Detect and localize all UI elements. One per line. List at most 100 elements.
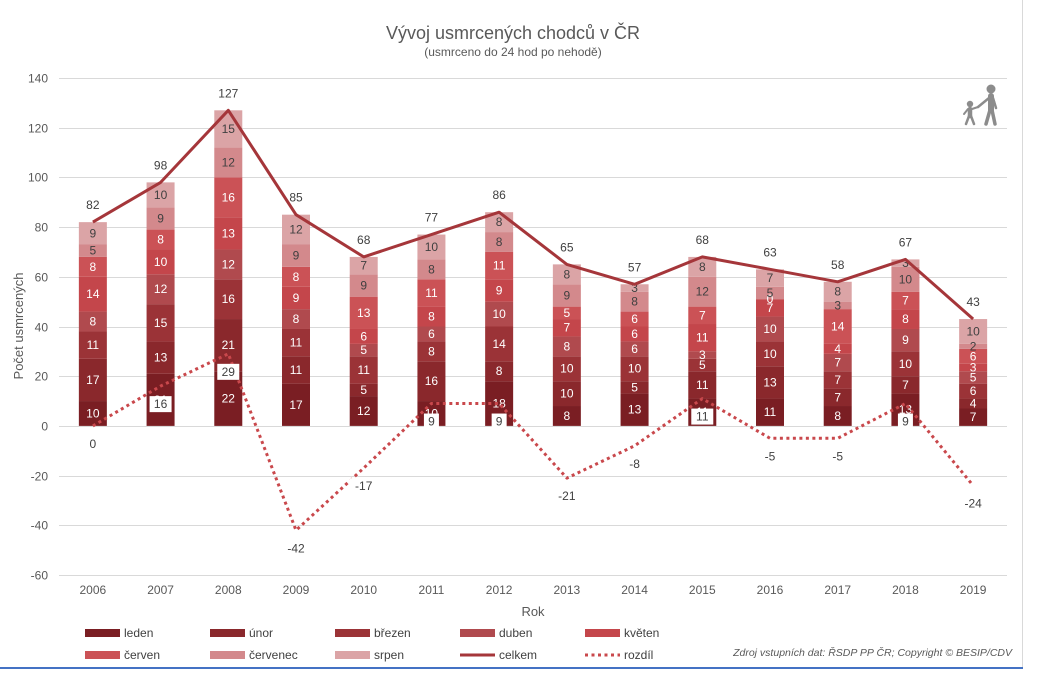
bar-segment-label: 8 (293, 312, 300, 326)
difference-label: -21 (552, 488, 582, 505)
bar-segment-label: 7 (360, 259, 367, 273)
bar-segment-label: 13 (357, 306, 371, 320)
bar-segment-label: 7 (902, 293, 909, 307)
bar-segment (282, 356, 310, 384)
bar-segment (349, 296, 378, 329)
bar-segment (552, 319, 581, 337)
bar-segment-label: 8 (428, 344, 435, 358)
difference-label: 29 (217, 363, 240, 380)
legend-swatch (460, 629, 495, 637)
bar-segment-label: 7 (564, 321, 571, 335)
bar-segment (485, 279, 514, 302)
bar-segment-label: 7 (902, 378, 909, 392)
bar-segment (78, 311, 107, 332)
bar-segment-label: 13 (154, 351, 168, 365)
legend-swatch (335, 651, 370, 659)
legend-item: rozdíl (585, 648, 653, 662)
bar-segment (620, 341, 649, 357)
difference-label: 11 (691, 408, 714, 425)
x-axis-title: Rok (521, 604, 545, 619)
difference-label-box (349, 478, 379, 495)
y-tick-label: 80 (35, 221, 49, 235)
legend-item: únor (210, 626, 273, 640)
bar-segment-label: 10 (966, 324, 980, 338)
bar-segment-label: 8 (564, 339, 571, 353)
bar-segment-label: 13 (763, 375, 777, 389)
total-label: 68 (696, 233, 710, 247)
bar-segment (417, 306, 446, 327)
bar-segment (417, 326, 446, 342)
bar-segment-labels: 1017118148592113151210891022211612131612… (86, 122, 980, 424)
adult-arm (976, 96, 991, 109)
bar-segment (891, 376, 920, 394)
bar-segment-label: 6 (428, 327, 435, 341)
legend-item: celkem (460, 648, 537, 662)
bar-segment-label: 21 (222, 338, 236, 352)
difference-label-box (759, 448, 781, 465)
bar-segment-label: 8 (157, 233, 164, 247)
legend-label: duben (499, 626, 532, 640)
bar-segment-label: 5 (970, 370, 977, 384)
difference-label-box (217, 363, 240, 380)
bar-segment-label: 12 (289, 223, 303, 237)
bar-segment (349, 328, 378, 344)
bar-segment (552, 306, 581, 320)
x-tick-label: 2015 (689, 583, 716, 597)
difference-line (92, 352, 975, 532)
difference-label-text: 0 (90, 437, 97, 451)
bar-segment-label: 17 (289, 398, 303, 412)
bar-segment (146, 249, 175, 275)
legend-item: květen (585, 626, 659, 640)
bar-segment (620, 311, 649, 327)
difference-label-text: -17 (355, 479, 373, 493)
legend-label: březen (374, 626, 411, 640)
legend-swatch (335, 629, 370, 637)
difference-labels: 0 16 29 -42 -17 9 9 -21 -8 11 -5 -5 9 -24 (85, 363, 988, 557)
bar-segment-label: 18 (492, 397, 506, 411)
x-tick-label: 2012 (486, 583, 513, 597)
bar-segment (823, 371, 852, 389)
bar-segment (282, 309, 310, 329)
bar-segment-label: 10 (560, 387, 574, 401)
bar-segment (959, 383, 988, 399)
legend-item: červenec (210, 648, 298, 662)
bar-segment (349, 396, 378, 426)
bar-segment-label: 8 (428, 262, 435, 276)
legend-swatch (85, 629, 120, 637)
bar-segment-label: 8 (564, 409, 571, 423)
bar-segment (349, 356, 378, 384)
difference-label-text: -24 (964, 497, 982, 511)
bar-segment-label: 8 (834, 285, 841, 299)
difference-label: 9 (897, 413, 913, 430)
x-tick-label: 2018 (892, 583, 919, 597)
chart-title: Vývoj usmrcených chodců v ČR (386, 22, 640, 43)
difference-label-text: -8 (629, 457, 640, 471)
bar-segment-label: 8 (293, 270, 300, 284)
bar-segment-label: 10 (492, 307, 506, 321)
x-axis-tick-labels: 2006 2007 2008 2009 2010 2011 2012 2013 2014 2015… (80, 583, 987, 597)
difference-label: -24 (958, 495, 988, 512)
bar-segment (823, 281, 852, 302)
bar-segment (485, 232, 514, 252)
bar-segment-label: 3 (631, 281, 638, 295)
bar-segment (891, 259, 920, 267)
bar-segment (959, 363, 988, 372)
bar-segment-label: 5 (564, 306, 571, 320)
bar-segment (823, 388, 852, 407)
bar-segment (349, 274, 378, 297)
legend-swatch (585, 629, 620, 637)
bar-segment-label: 12 (222, 257, 236, 271)
bar-segment (688, 324, 717, 352)
difference-label-text: -21 (558, 489, 576, 503)
difference-label-text: 9 (428, 415, 435, 429)
bar-segment-label: 5 (360, 383, 367, 397)
bar-segment (552, 264, 581, 285)
bar-segment (620, 393, 649, 426)
bar-segment (146, 341, 175, 374)
bar-segment (282, 328, 310, 357)
bar-segment (823, 353, 852, 372)
bar-segment-label: 11 (87, 338, 100, 352)
bar-segment-label: 8 (834, 409, 841, 423)
legend-label: květen (624, 626, 659, 640)
